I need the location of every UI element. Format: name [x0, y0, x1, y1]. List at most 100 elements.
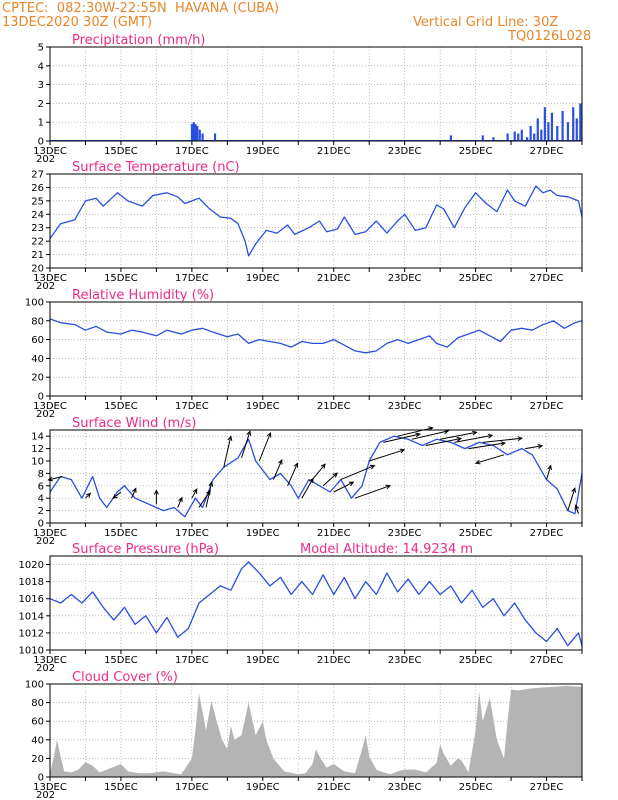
precip-bar	[529, 125, 532, 141]
cloud-xtick-label: 15DEC	[104, 782, 138, 793]
cloud-xtick-label: 13DEC	[33, 782, 67, 793]
temp-ytick-label: 21	[31, 250, 44, 261]
wind-arrow-head	[85, 492, 92, 498]
wind-arrow-shaft	[454, 434, 493, 443]
precip-bar	[540, 129, 543, 141]
wind-ytick-label: 12	[31, 444, 44, 455]
precip-ytick-label: 2	[38, 99, 44, 110]
precip-ytick-label: 3	[38, 80, 44, 91]
wind-arrow-head	[278, 458, 283, 465]
precip-bar	[449, 135, 452, 141]
rh-title: Relative Humidity (%)	[72, 288, 214, 303]
precip-bar	[520, 129, 523, 141]
temp-xtick-label: 17DEC	[175, 273, 209, 284]
rh-xtick-label: 21DEC	[317, 401, 351, 412]
precip-bar	[196, 125, 199, 141]
temp-ytick-label: 23	[31, 223, 44, 234]
cloud-ytick-label: 100	[25, 680, 44, 691]
pres-xtick-label: 27DEC	[530, 655, 564, 666]
temp-ytick-label: 24	[31, 210, 44, 221]
wind-arrow-head	[547, 464, 552, 471]
wind-xtick-label: 19DEC	[246, 528, 280, 539]
precip-xtick-label: 17DEC	[175, 146, 209, 157]
pres-annotation: Model Altitude: 14.9234 m	[300, 542, 473, 557]
wind-arrow-head	[574, 504, 580, 510]
precip-xtick-year: 202	[36, 154, 55, 165]
pres-xtick-label: 25DEC	[459, 655, 493, 666]
pres-xtick-label: 17DEC	[175, 655, 209, 666]
wind-arrow-head	[153, 489, 159, 495]
cloud-xtick-label: 21DEC	[317, 782, 351, 793]
wind-arrow-shaft	[48, 476, 63, 481]
rh-plot-area	[50, 302, 582, 396]
precip-title: Precipitation (mm/h)	[72, 33, 205, 48]
precip-xtick-label: 27DEC	[530, 146, 564, 157]
wind-arrow-shaft	[272, 459, 283, 480]
wind-arrow-head	[227, 435, 233, 441]
pres-xtick-label: 21DEC	[317, 655, 351, 666]
precip-bar	[566, 122, 570, 141]
precip-bar	[194, 124, 197, 141]
wind-arrow-head	[369, 464, 376, 470]
precip-bar	[572, 107, 575, 141]
wind-plot-area	[50, 430, 582, 523]
wind-arrow-shaft	[205, 482, 213, 508]
wind-arrow-shaft	[397, 427, 433, 437]
wind-arrow-head	[537, 444, 544, 449]
wind-xtick-label: 17DEC	[175, 528, 209, 539]
wind-arrow-shaft	[546, 465, 552, 480]
wind-arrow-shaft	[287, 463, 298, 487]
wind-arrow-head	[332, 472, 338, 478]
precip-bar	[579, 103, 582, 141]
wind-arrow-shaft	[354, 485, 391, 499]
wind-arrow-head	[246, 430, 252, 436]
rh-ytick-label: 80	[31, 316, 44, 327]
precip-bar	[198, 129, 201, 141]
cloud-xtick-label: 19DEC	[246, 782, 280, 793]
wind-xtick-label: 15DEC	[104, 528, 138, 539]
wind-arrow-shaft	[411, 430, 449, 440]
wind-arrow-head	[348, 481, 355, 487]
precip-ytick-label: 0	[38, 137, 44, 148]
wind-arrow-shaft	[223, 436, 232, 468]
pres-ytick-label: 1016	[19, 594, 44, 605]
cloud-ytick-label: 0	[38, 773, 44, 784]
temp-xtick-label: 27DEC	[530, 273, 564, 284]
precip-ytick-label: 4	[38, 61, 44, 72]
precip-ytick-label: 1	[38, 118, 44, 129]
cloud-area-fill	[50, 685, 582, 777]
temp-ytick-label: 27	[31, 170, 44, 181]
precip-bar	[543, 107, 546, 141]
wind-arrow-head	[472, 430, 478, 436]
precip-bar	[190, 124, 194, 141]
precip-bar	[526, 137, 529, 141]
wind-arrow-shaft	[301, 478, 314, 499]
rh-ytick-label: 60	[31, 335, 44, 346]
temp-xtick-label: 21DEC	[317, 273, 351, 284]
pres-xtick-label: 23DEC	[388, 655, 422, 666]
precip-bar	[213, 133, 217, 141]
rh-xtick-label: 13DEC	[33, 401, 67, 412]
temp-series-line	[49, 185, 583, 257]
wind-arrow-shaft	[425, 438, 462, 446]
wind-ytick-label: 10	[31, 457, 44, 468]
precip-xtick-label: 15DEC	[104, 146, 138, 157]
wind-arrow-shaft	[440, 431, 477, 440]
rh-xtick-year: 202	[36, 409, 55, 420]
wind-arrow-shaft	[383, 433, 420, 443]
header-model-id: TQ0126L028	[508, 29, 592, 44]
rh-xtick-label: 19DEC	[246, 401, 280, 412]
wind-arrow-head	[456, 436, 463, 442]
wind-arrow-head	[293, 462, 299, 468]
rh-frame	[49, 301, 583, 397]
wind-arrow-head	[266, 431, 272, 438]
wind-arrow-head	[385, 484, 392, 490]
rh-xtick-label: 23DEC	[388, 401, 422, 412]
wind-arrow-head	[474, 459, 481, 465]
temp-ytick-label: 26	[31, 183, 44, 194]
pres-xtick-label: 13DEC	[33, 655, 67, 666]
wind-arrow-shaft	[191, 488, 198, 499]
rh-ytick-label: 40	[31, 354, 44, 365]
temp-frame	[49, 173, 583, 269]
wind-ytick-label: 6	[38, 481, 44, 492]
